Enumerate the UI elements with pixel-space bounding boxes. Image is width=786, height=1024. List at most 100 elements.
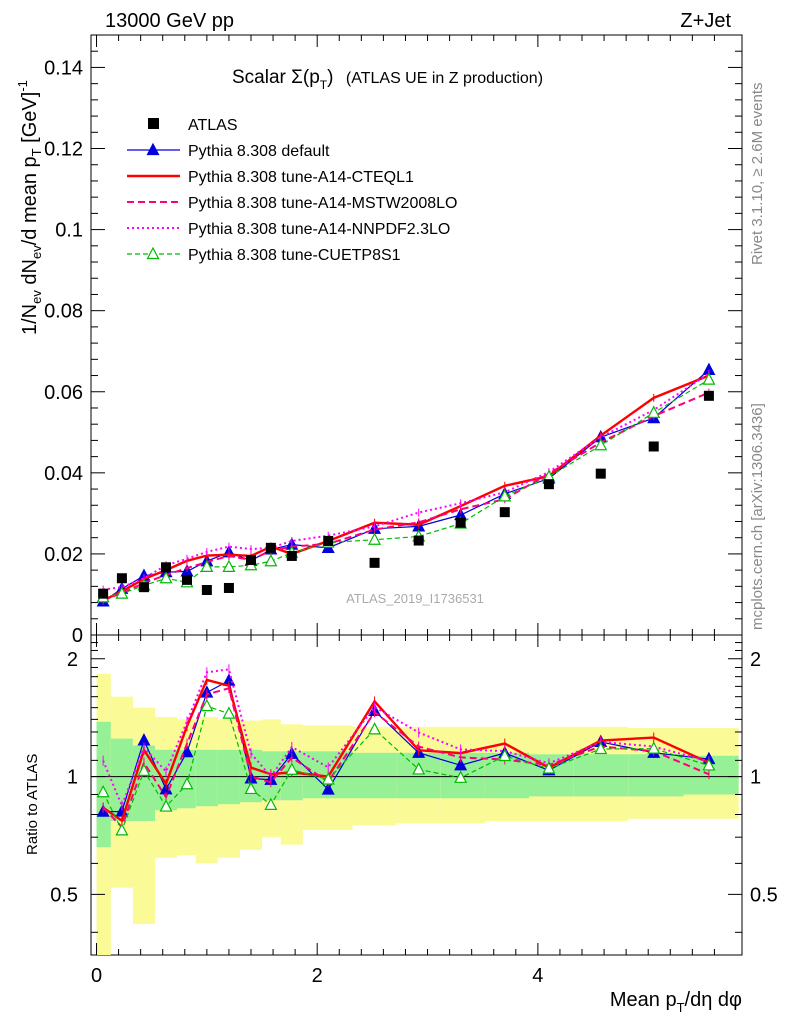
ratio-point-cuetp [542, 761, 556, 774]
atlas-point [595, 468, 606, 479]
ratio-point-cuetp [454, 770, 468, 783]
legend-label-default: Pythia 8.308 default [188, 143, 330, 160]
legend-marker-cuetp [146, 246, 160, 260]
ratio-tick-label-right: 1 [750, 767, 761, 789]
series-line-default [102, 369, 710, 602]
series-line-cuetp [103, 379, 710, 598]
y-tick-label: 0.08 [44, 301, 83, 323]
y-tick-label: 0.14 [44, 57, 83, 79]
ratio-point-default [180, 744, 194, 758]
legend-marker-default [146, 142, 160, 156]
ratio-point-cuetp [244, 781, 258, 795]
band-green [573, 754, 629, 797]
ratio-tick-label-left: 2 [67, 649, 78, 671]
ratio-uncertainty-bands [96, 673, 739, 955]
ratio-point-cuetp [412, 762, 426, 775]
ratio-point-cuetp [180, 776, 194, 790]
atlas-point [703, 390, 714, 401]
analysis-watermark: ATLAS_2019_I1736531 [346, 591, 484, 606]
point-cuetp [594, 437, 608, 451]
chart-title-prefix: Scalar Σ(p [232, 67, 320, 88]
atlas-point [265, 542, 276, 553]
atlas-point [138, 582, 149, 593]
chart-title: Scalar Σ(pT) (ATLAS UE in Z production) [232, 67, 543, 92]
series-line-cteql1 [102, 374, 710, 602]
atlas-point [499, 507, 510, 518]
legend-label-atlas: ATLAS [188, 117, 238, 134]
ratio-point-cuetp [647, 741, 661, 754]
atlas-point [181, 574, 192, 585]
legend-label-mstw: Pythia 8.308 tune-A14-MSTW2008LO [188, 195, 457, 212]
legend: ATLAS Pythia 8.308 default Pythia 8.308 tu… [127, 117, 457, 264]
point-cuetp [200, 559, 214, 572]
series-line-nnpdf [103, 372, 710, 591]
header-left: 13000 GeV pp [105, 10, 234, 32]
mcplots-label: mcplots.cern.ch [arXiv:1306.3436] [749, 403, 766, 630]
ratio-y-axis-label: Ratio to ATLAS [24, 754, 41, 855]
ratio-point-cuetp [137, 763, 151, 777]
ratio-point-cuetp [96, 784, 110, 798]
atlas-point [201, 585, 212, 595]
atlas-point [161, 562, 172, 573]
ratio-point-default [321, 782, 335, 795]
y-tick-label: 0.04 [44, 463, 83, 485]
rivet-label: Rivet 3.1.10, ≥ 2.6M events [749, 83, 766, 266]
y-tick-label: 0.1 [55, 220, 83, 242]
band-green [628, 754, 684, 797]
band-green [352, 752, 397, 799]
atlas-point [369, 557, 380, 568]
atlas-point [455, 517, 466, 528]
ratio-point-cuetp [498, 748, 512, 762]
band-green [195, 749, 218, 807]
legend-label-cuetp: Pythia 8.308 tune-CUETP8S1 [188, 247, 401, 264]
axes: 0 2 400.020.040.060.080.10.120.140.5 0.51 12… [44, 34, 778, 987]
ratio-point-cuetp [159, 799, 173, 812]
data-series [96, 362, 716, 607]
point-cuetp [264, 553, 278, 567]
y-tick-label: 0 [72, 625, 83, 647]
point-cuetp [647, 405, 661, 418]
x-axis-label: Mean pT/dη dφ [610, 989, 742, 1015]
atlas-point [648, 441, 659, 452]
ratio-tick-label-right: 2 [750, 649, 761, 671]
point-cuetp [222, 559, 236, 572]
ratio-point-default [454, 757, 468, 771]
ratio-tick-label-left: 0.5 [50, 884, 78, 906]
atlas-point [413, 535, 424, 546]
ratio-point-cuetp [702, 758, 716, 771]
ratio-point-cuetp [321, 772, 335, 785]
ratio-series [96, 664, 716, 836]
ratio-point-cuetp [264, 797, 278, 810]
atlas-point [323, 535, 334, 546]
atlas-point [543, 479, 554, 490]
atlas-point [223, 582, 234, 593]
chart-title-sub: T [320, 78, 328, 92]
atlas-point [98, 588, 109, 599]
point-cuetp [115, 586, 129, 599]
atlas-point [245, 555, 256, 565]
ratio-point-cuetp [285, 762, 299, 775]
x-tick-label: 2 [312, 965, 323, 987]
point-cuetp [368, 532, 382, 545]
ratio-point-cuetp [200, 698, 214, 712]
ratio-plot-frame [90, 634, 743, 956]
ratio-point-cuetp [594, 741, 608, 755]
chart-title-suffix: ) [327, 67, 333, 88]
ratio-point-cuetp [368, 722, 382, 735]
chart-title-tail: (ATLAS UE in Z production) [346, 70, 543, 87]
y-tick-label: 0.12 [44, 139, 83, 161]
x-tick-label: 4 [532, 965, 543, 987]
ratio-point-cuetp [222, 706, 236, 719]
y-axis-label: 1/Nev dNev/d mean pT [GeV]-1 [15, 80, 44, 335]
point-cuetp [702, 372, 716, 385]
ratio-tick-label-right: 0.5 [750, 884, 778, 906]
band-green [396, 752, 441, 799]
legend-marker-atlas [148, 118, 159, 129]
band-green [96, 721, 111, 848]
ratio-point-cuetp [115, 823, 129, 836]
point-cuetp [159, 570, 173, 584]
legend-label-cteql1: Pythia 8.308 tune-A14-CTEQL1 [188, 169, 414, 186]
y-tick-label: 0.06 [44, 382, 83, 404]
legend-label-nnpdf: Pythia 8.308 tune-A14-NNPDF2.3LO [188, 221, 450, 238]
